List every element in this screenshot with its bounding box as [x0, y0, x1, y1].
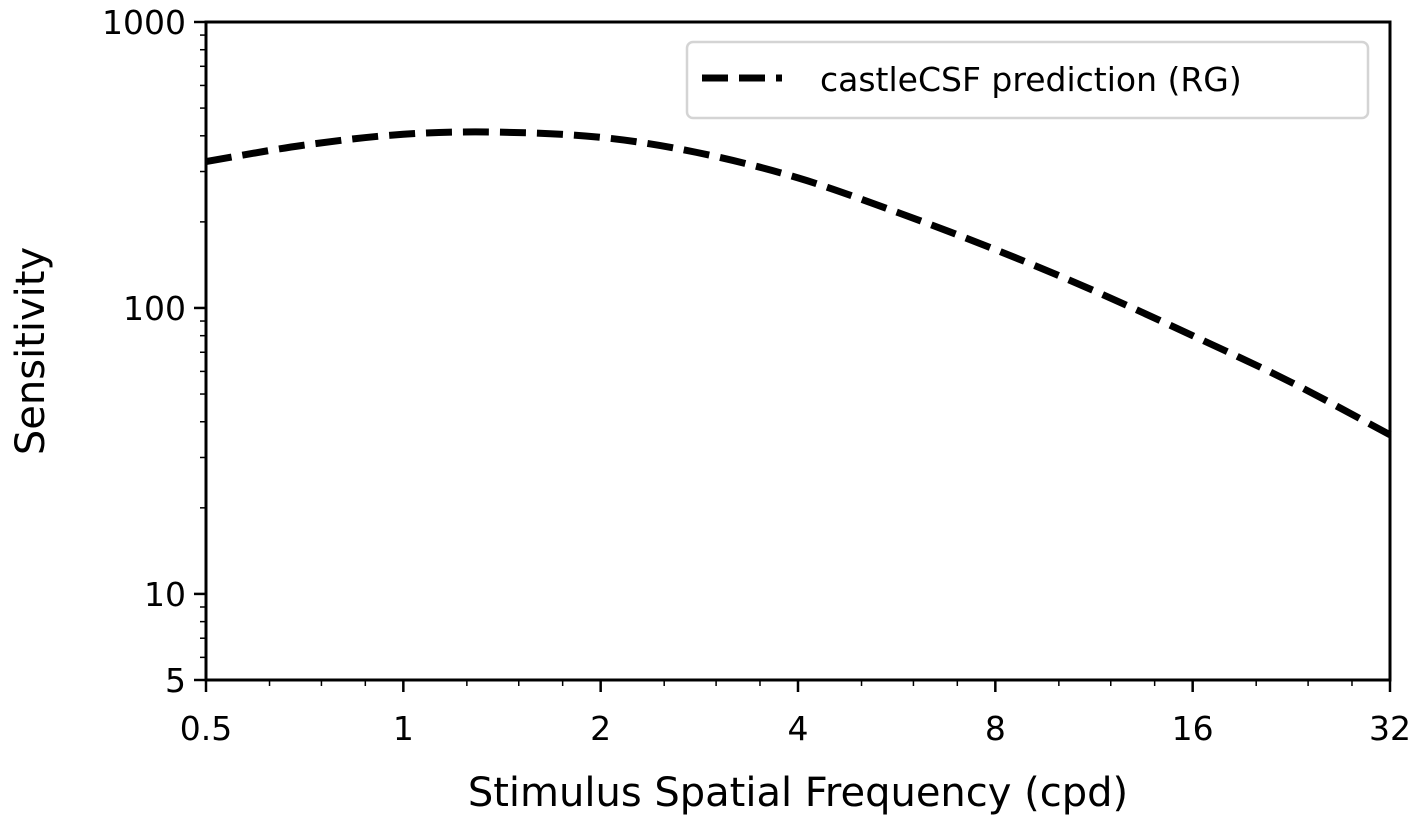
plot-frame: [204, 20, 1392, 682]
x-axis-label: Stimulus Spatial Frequency (cpd): [468, 770, 1128, 816]
y-tick-label: 1000: [102, 3, 186, 42]
y-tick-label: 10: [144, 575, 186, 614]
plot-area: [205, 128, 1392, 438]
legend: castleCSF prediction (RG): [685, 40, 1370, 120]
legend-box: [685, 40, 1370, 120]
x-tick-label: 32: [1369, 709, 1411, 748]
ticks: 0.5 1 2 4 8 16 32 5 10 100 1000: [102, 3, 1411, 748]
x-tick-label: 4: [788, 709, 809, 748]
x-tick-label: 2: [590, 709, 611, 748]
x-tick-label: 16: [1172, 709, 1214, 748]
x-tick-label: 8: [985, 709, 1006, 748]
legend-label: castleCSF prediction (RG): [820, 60, 1242, 99]
series-line: [205, 128, 1392, 438]
y-tick-label: 5: [165, 661, 186, 700]
x-tick-label: 0.5: [180, 709, 232, 748]
y-tick-label: 100: [123, 289, 186, 328]
y-axis-label: Sensitivity: [8, 247, 54, 455]
x-tick-label: 1: [393, 709, 414, 748]
